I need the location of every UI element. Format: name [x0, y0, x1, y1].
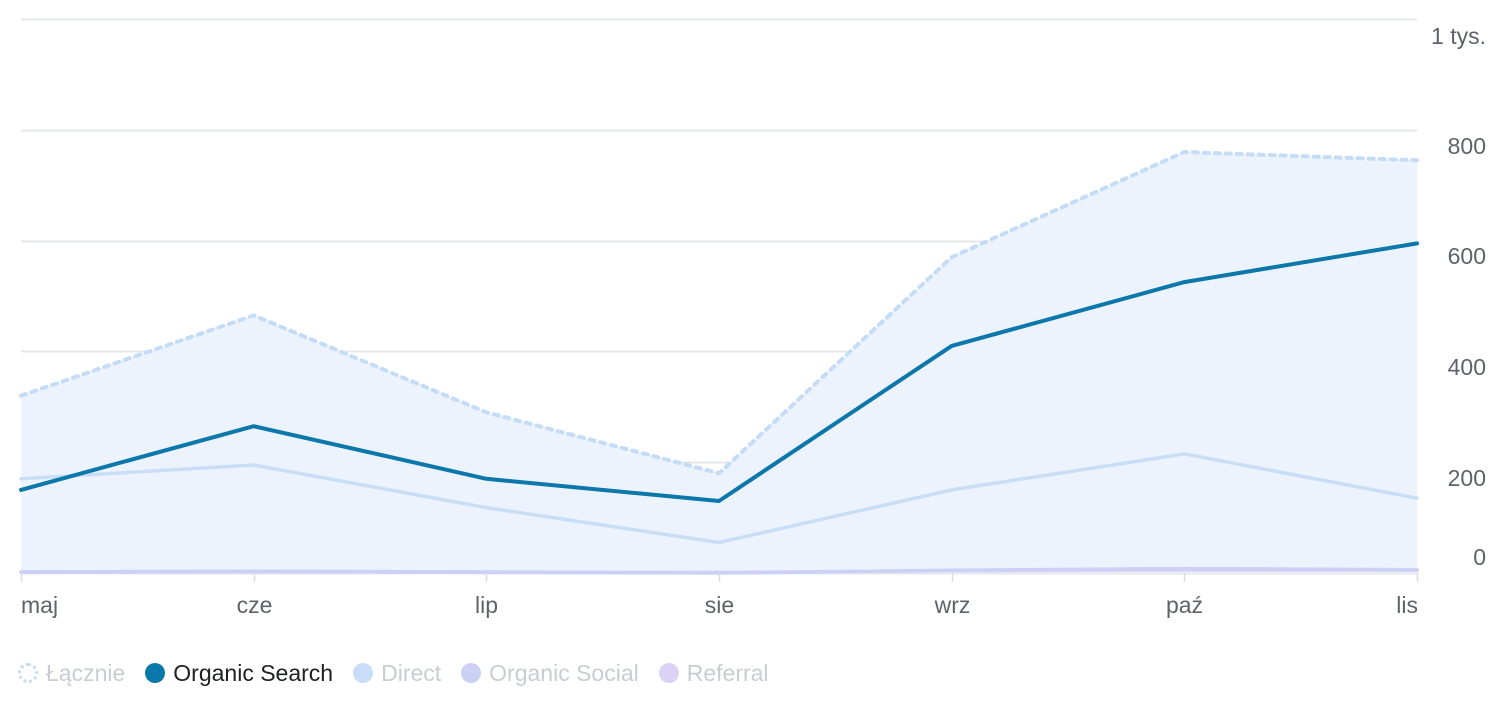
y-tick-label: 600	[1448, 243, 1486, 269]
axis-layer: 0 200 400 600 800 1 tys. maj cze lip sie wrz paź lis	[20, 23, 1486, 618]
y-tick-label: 400	[1448, 354, 1486, 380]
area-layer	[19, 149, 1419, 573]
legend-label: Direct	[381, 659, 442, 686]
legend-marker-icon	[658, 663, 679, 683]
x-tick-label: sie	[705, 592, 734, 618]
series-line-direct	[19, 452, 1419, 545]
legend-marker-icon	[145, 663, 166, 683]
y-tick-label: 200	[1448, 465, 1486, 491]
x-tick-label: wrz	[934, 592, 971, 618]
legend-item-total[interactable]: Łącznie	[18, 660, 125, 687]
legend-marker-icon	[353, 663, 374, 683]
x-tick-label: lip	[475, 592, 498, 618]
x-tick-label: lis	[1396, 592, 1418, 618]
chart-legend: Łącznie Organic Search Direct Organic Socia…	[18, 656, 769, 690]
legend-item-referral[interactable]: Referral	[658, 659, 769, 687]
x-tick-label: cze	[237, 592, 273, 618]
total-line	[19, 149, 1419, 476]
legend-label: Organic Search	[173, 659, 334, 686]
y-tick-label: 800	[1448, 133, 1486, 159]
legend-marker-icon	[461, 663, 482, 683]
total-area	[21, 152, 1417, 573]
legend-item-organic-social[interactable]: Organic Social	[461, 660, 639, 687]
legend-marker-icon	[18, 663, 38, 683]
y-tick-label: 0	[1473, 544, 1486, 570]
legend-label: Organic Social	[489, 659, 639, 686]
x-tick-label: paź	[1166, 592, 1203, 618]
x-tick-label: maj	[21, 592, 58, 618]
legend-item-organic-search[interactable]: Organic Search	[145, 660, 333, 687]
series-line-organic-search	[19, 241, 1419, 503]
legend-label: Łącznie	[46, 659, 126, 686]
legend-item-direct[interactable]: Direct	[353, 660, 441, 687]
y-tick-label: 1 tys.	[1431, 23, 1486, 49]
legend-label: Referral	[686, 659, 769, 686]
traffic-chart-svg: 0 200 400 600 800 1 tys. maj cze lip sie wrz paź lis	[19, 18, 1486, 618]
